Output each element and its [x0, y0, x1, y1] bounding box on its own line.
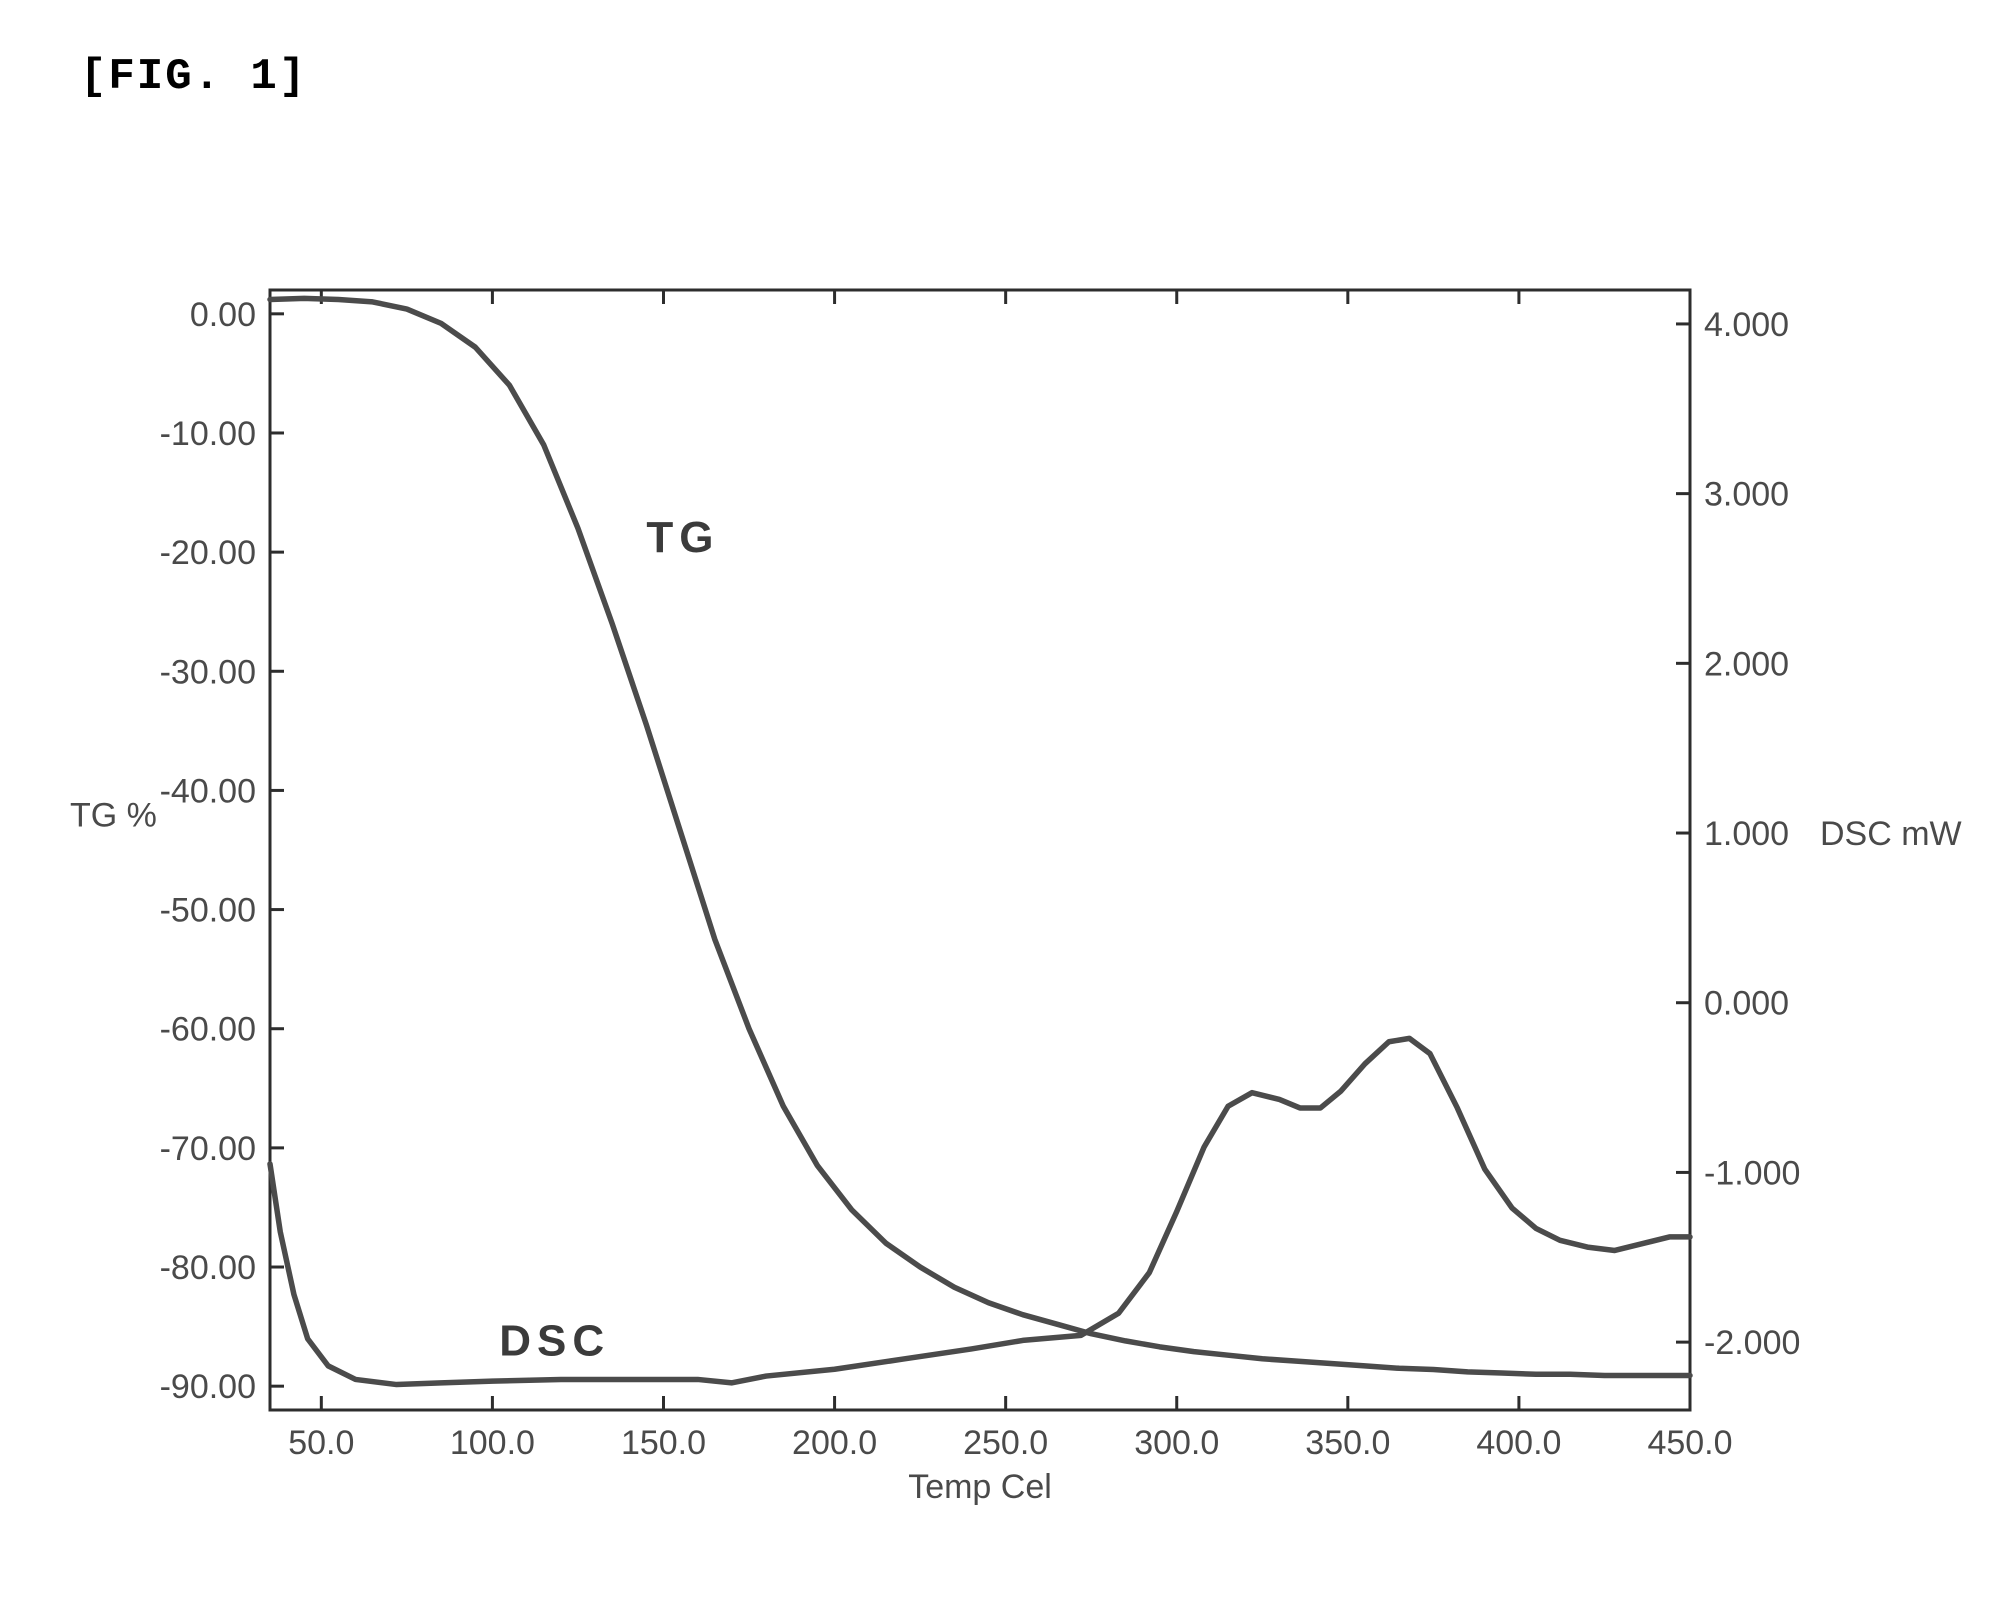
series-label-dsc: DSC — [499, 1317, 610, 1366]
x-tick-label: 100.0 — [450, 1424, 535, 1462]
x-tick-label: 350.0 — [1305, 1424, 1390, 1462]
figure-title: [FIG. 1] — [80, 52, 307, 102]
tg-dsc-chart: 50.0 100.0 150.0 200.0 250.0 300.0 350.0 400.0 4… — [70, 270, 1900, 1550]
x-tick-label: 150.0 — [621, 1424, 706, 1462]
x-tick-label: 50.0 — [288, 1424, 354, 1462]
x-tick-label: 250.0 — [963, 1424, 1048, 1462]
x-tick-label: 200.0 — [792, 1424, 877, 1462]
y-right-tick-label: 3.000 — [1704, 476, 1789, 514]
y-left-tick-label: -70.00 — [160, 1130, 256, 1168]
y-right-tick-label: 0.000 — [1704, 985, 1789, 1023]
y-left-tick-label: -60.00 — [160, 1011, 256, 1049]
x-axis-title: Temp Cel — [908, 1468, 1052, 1506]
x-tick-label: 450.0 — [1647, 1424, 1732, 1462]
y-right-tick-label: 2.000 — [1704, 645, 1789, 683]
y-left-tick-label: -10.00 — [160, 415, 256, 453]
y-left-tick-label: -80.00 — [160, 1249, 256, 1287]
y-left-tick-label: -50.00 — [160, 892, 256, 930]
y-left-tick-label: 0.00 — [190, 296, 256, 334]
y-right-axis-title: DSC mW — [1820, 815, 1962, 853]
x-tick-label: 400.0 — [1476, 1424, 1561, 1462]
y-right-tick-label: 4.000 — [1704, 306, 1789, 344]
y-left-tick-label: -20.00 — [160, 534, 256, 572]
y-left-tick-label: -90.00 — [160, 1368, 256, 1406]
y-right-tick-label: -1.000 — [1704, 1154, 1800, 1192]
y-left-tick-label: -40.00 — [160, 772, 256, 810]
series-tg — [270, 298, 1690, 1375]
y-left-axis-title: TG % — [70, 796, 157, 834]
series-dsc — [270, 1038, 1690, 1384]
x-tick-label: 300.0 — [1134, 1424, 1219, 1462]
series-label-tg: TG — [646, 513, 719, 562]
y-left-tick-label: -30.00 — [160, 653, 256, 691]
y-right-tick-label: 1.000 — [1704, 815, 1789, 853]
figure-title-text: [FIG. 1] — [80, 52, 307, 102]
y-right-tick-label: -2.000 — [1704, 1324, 1800, 1362]
